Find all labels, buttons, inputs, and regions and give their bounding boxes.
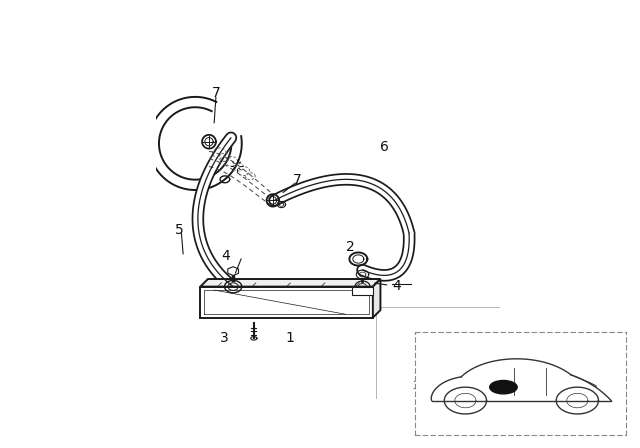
- Text: 5: 5: [175, 223, 184, 237]
- Text: 4: 4: [392, 279, 401, 293]
- Text: 7: 7: [292, 172, 301, 187]
- Text: 3C0  175: 3C0 175: [413, 381, 460, 391]
- Polygon shape: [200, 287, 373, 318]
- Text: 3: 3: [220, 332, 229, 345]
- Polygon shape: [228, 267, 239, 276]
- Polygon shape: [352, 287, 373, 295]
- Polygon shape: [200, 279, 380, 287]
- Text: 1: 1: [285, 332, 294, 345]
- Polygon shape: [373, 279, 380, 318]
- Circle shape: [490, 380, 517, 394]
- Text: 2: 2: [346, 240, 355, 254]
- Text: 7: 7: [211, 86, 220, 100]
- Text: 4: 4: [221, 249, 230, 263]
- Text: 6: 6: [381, 140, 389, 154]
